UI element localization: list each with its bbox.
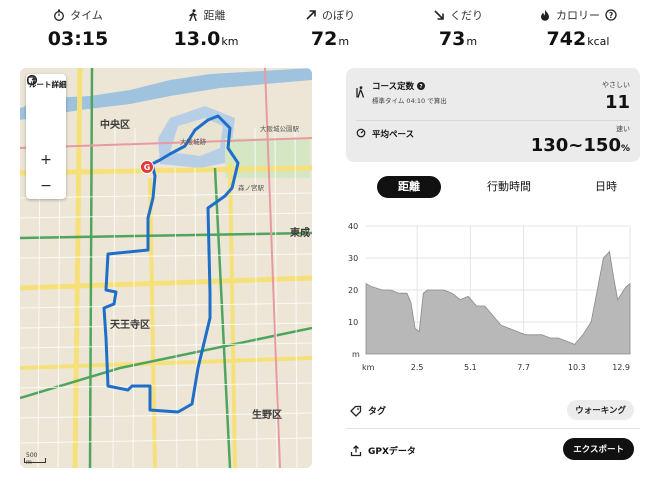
- y-tick-label: 30: [348, 254, 358, 263]
- tab-duration[interactable]: 行動時間: [487, 180, 531, 193]
- help-circle-icon[interactable]: ?: [605, 9, 617, 21]
- elevation-area: [365, 250, 631, 355]
- map-label-higashinari: 東成: [290, 228, 310, 239]
- tab-distance[interactable]: 距離: [377, 176, 441, 198]
- compass-button[interactable]: [26, 74, 66, 121]
- flame-icon: [541, 9, 549, 21]
- divider: [346, 428, 640, 429]
- y-axis-label: m: [352, 350, 360, 359]
- gauge-icon: [356, 128, 366, 138]
- course-info-card: コース定数 ? 標準タイム 04:10 で算出 やさしい 11 平均ペース 速い…: [346, 68, 640, 162]
- x-tick-label: 7.7: [517, 363, 530, 372]
- average-pace-row: 平均ペース 速い 130~150%: [356, 120, 630, 158]
- map-scale: 500 m: [24, 452, 46, 466]
- x-axis-label: km: [362, 363, 375, 372]
- stat-label: くだり: [450, 9, 483, 22]
- map-label-morinomiya-station: 森ノ宮駅: [238, 184, 264, 192]
- standard-time-note: 標準タイム 04:10 で算出: [372, 97, 447, 105]
- elevation-chart: 10 20 30 40 m 2.5 5.1 7.7 10.3 12.9 km: [348, 222, 631, 372]
- route-line: [102, 114, 240, 414]
- difficulty-label: やさしい: [602, 81, 630, 89]
- map-canvas[interactable]: [20, 68, 312, 468]
- stat-value: 72: [310, 28, 338, 50]
- x-tick-label: 2.5: [411, 363, 424, 372]
- stat-descent: くだり 73m: [392, 0, 524, 50]
- tab-datetime[interactable]: 日時: [595, 180, 617, 193]
- walking-person-icon: [188, 9, 197, 21]
- stat-time: タイム 03:15: [12, 0, 144, 50]
- map-label-tennoji: 天王寺区: [110, 320, 150, 331]
- cup-icon: [27, 76, 37, 85]
- stat-label: タイム: [70, 9, 103, 22]
- stopwatch-icon: [54, 9, 65, 21]
- course-constant-label: コース定数: [372, 82, 415, 92]
- tag-label: タグ: [368, 407, 387, 417]
- stat-value: 742: [546, 28, 587, 50]
- route-map[interactable]: 中央区 天王寺区 生野区 東成 大阪城跡 大阪城公園駅 森ノ宮駅 G ルート詳細…: [20, 68, 312, 468]
- y-tick-label: 20: [348, 286, 358, 295]
- pace-value: 130~150: [530, 135, 621, 156]
- map-controls: ルート詳細 + −: [26, 74, 67, 199]
- layer-button[interactable]: [26, 76, 66, 147]
- export-button[interactable]: エクスポート: [563, 438, 634, 460]
- tag-walking-chip[interactable]: ウォーキング: [567, 400, 634, 420]
- map-label-chuo: 中央区: [100, 120, 130, 131]
- help-circle-icon[interactable]: ?: [417, 82, 426, 90]
- gpx-label: GPXデータ: [368, 447, 416, 457]
- arrow-up-right-icon: [306, 10, 316, 20]
- zoom-out-button[interactable]: −: [40, 178, 52, 194]
- y-tick-label: 40: [348, 222, 358, 231]
- x-tick-label: 5.1: [464, 363, 477, 372]
- pace-speed-label: 速い: [616, 125, 630, 133]
- y-axis: 10 20 30 40 m: [348, 222, 360, 359]
- stat-unit: kcal: [587, 35, 610, 48]
- tag-icon: [350, 405, 362, 417]
- stat-unit: m: [338, 35, 350, 48]
- route-detail-title[interactable]: ルート詳細: [29, 80, 67, 89]
- y-tick-label: 10: [348, 318, 358, 327]
- map-label-castle: 大阪城跡: [180, 138, 206, 146]
- stat-label: のぼり: [322, 9, 355, 22]
- stat-label: 距離: [203, 9, 226, 22]
- goal-marker[interactable]: G: [140, 160, 154, 174]
- stat-label: カロリー: [556, 9, 600, 22]
- svg-text:?: ?: [420, 84, 423, 90]
- x-axis: 2.5 5.1 7.7 10.3 12.9 km: [362, 363, 630, 372]
- stat-distance: 距離 13.0km: [140, 0, 272, 50]
- map-label-ikuno: 生野区: [252, 410, 282, 421]
- zoom-in-button[interactable]: +: [40, 152, 52, 168]
- svg-text:?: ?: [609, 11, 613, 20]
- hiker-icon: [356, 86, 365, 98]
- average-pace-label: 平均ペース: [372, 130, 415, 140]
- x-tick-label: 12.9: [612, 363, 630, 372]
- stat-value: 13.0: [173, 28, 221, 50]
- gpx-row: GPXデータ エクスポート: [350, 436, 640, 466]
- pace-unit: %: [620, 144, 630, 154]
- arrow-down-right-icon: [434, 10, 444, 20]
- map-label-castle-park-station: 大阪城公園駅: [260, 125, 299, 133]
- tag-row: タグ ウォーキング: [350, 396, 640, 426]
- course-constant-value: 11: [604, 92, 630, 113]
- stat-calories: カロリー ? 742kcal: [512, 0, 644, 50]
- x-tick-label: 10.3: [568, 363, 586, 372]
- stat-ascent: のぼり 72m: [264, 0, 396, 50]
- stat-unit: km: [221, 35, 239, 48]
- scale-label: 500 m: [26, 452, 38, 466]
- course-constant-row: コース定数 ? 標準タイム 04:10 で算出 やさしい 11: [356, 80, 630, 116]
- stat-value: 03:15: [47, 28, 109, 50]
- stats-bar: タイム 03:15 距離 13.0km のぼり 72m くだり: [0, 0, 660, 62]
- stat-value: 73: [438, 28, 466, 50]
- upload-icon: [350, 444, 362, 456]
- stat-unit: m: [466, 35, 478, 48]
